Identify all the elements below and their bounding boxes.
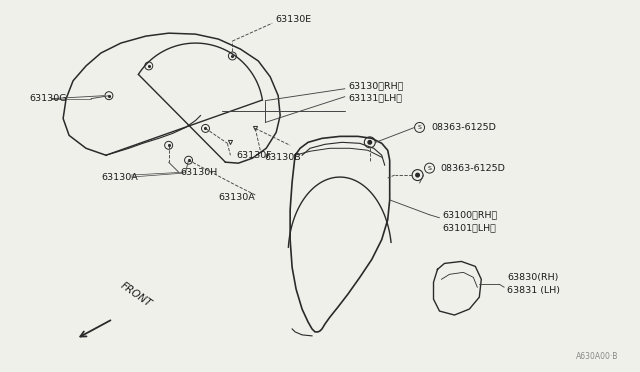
Text: 63130A: 63130A (101, 173, 138, 182)
Text: 63130H: 63130H (180, 168, 218, 177)
Text: 63130G: 63130G (29, 94, 67, 103)
Text: S: S (428, 166, 431, 171)
Text: 63130F: 63130F (236, 151, 272, 160)
Text: 63130〈RH〉: 63130〈RH〉 (348, 81, 403, 90)
Text: 63130E: 63130E (275, 15, 311, 24)
Text: S: S (418, 125, 422, 130)
Text: 08363-6125D: 08363-6125D (440, 164, 506, 173)
Text: 08363-6125D: 08363-6125D (431, 123, 497, 132)
Text: 63100〈RH〉: 63100〈RH〉 (442, 210, 498, 219)
Text: FRONT: FRONT (119, 280, 154, 309)
Text: 63830(RH): 63830(RH) (507, 273, 559, 282)
Text: 63130A: 63130A (218, 193, 255, 202)
Text: A630A00·B: A630A00·B (577, 352, 619, 361)
Text: 63101〈LH〉: 63101〈LH〉 (442, 223, 497, 232)
Circle shape (368, 141, 372, 144)
Text: 63130B: 63130B (264, 153, 301, 162)
Text: 63131〈LH〉: 63131〈LH〉 (348, 93, 402, 102)
Text: 63831 (LH): 63831 (LH) (507, 286, 560, 295)
Circle shape (416, 173, 419, 177)
